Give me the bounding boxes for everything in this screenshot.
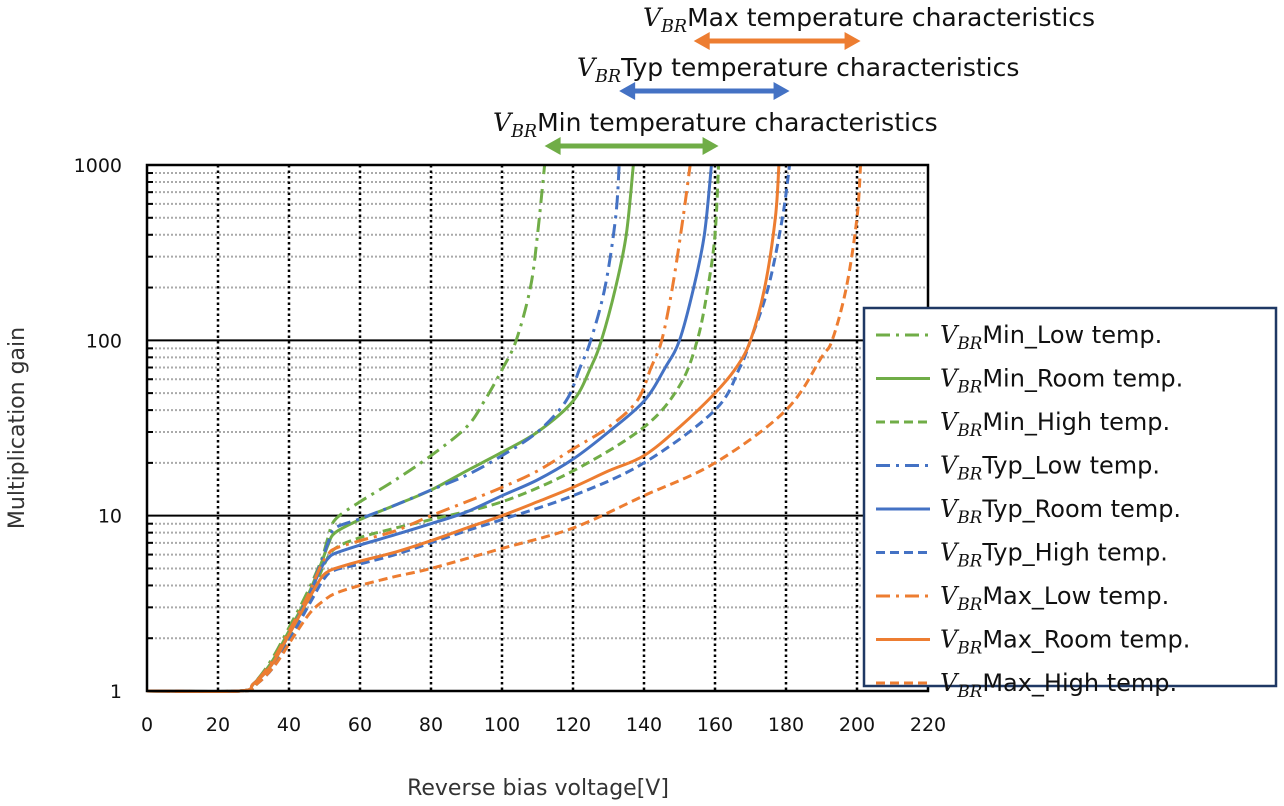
x-axis-label: Reverse bias voltage[V] [407,776,669,801]
series-line [146,164,781,694]
arrow-head [844,32,861,50]
y-tick-label: 10 [98,506,122,528]
legend-label: VBRMin_High temp. [940,408,1170,440]
x-tick-label: 220 [910,714,946,736]
y-axis-label: Multiplication gain [5,327,30,529]
series-line [146,164,721,694]
legend-box [862,306,1278,688]
series-line [146,164,621,694]
x-tick-label: 0 [141,714,153,736]
legend: VBRMin_Low temp. VBRMin_Room temp. VBRMin_… [862,306,1278,701]
legend-label: VBRMin_Room temp. [940,365,1183,397]
x-tick-label: 20 [206,714,230,736]
legend-label: VBRTyp_Low temp. [940,452,1160,484]
grid [147,164,928,692]
legend-label: VBRMin_Low temp. [940,321,1162,353]
annotations: VBRMax temperature characteristics VBRTyp… [493,3,1095,155]
x-tick-label: 60 [348,714,372,736]
annotation-label: VBRTyp temperature characteristics [577,53,1019,87]
series-line [146,164,713,694]
x-tick-label: 140 [626,714,662,736]
legend-label: VBRTyp_High temp. [940,539,1168,571]
arrow-head [619,82,636,100]
x-tick-label: 100 [484,714,520,736]
arrow-head [544,137,561,155]
y-tick-label: 100 [86,330,122,352]
annotation-label: VBRMax temperature characteristics [643,3,1095,37]
legend-label: VBRTyp_Room temp. [940,495,1181,527]
x-tick-label: 120 [555,714,591,736]
series-line [146,164,863,694]
x-tick-label: 40 [277,714,301,736]
series-line [146,164,635,694]
x-tick-label: 180 [768,714,804,736]
series-line [146,164,547,694]
arrow-head [702,137,719,155]
series-line [146,164,692,694]
y-tick-label: 1000 [74,155,122,177]
legend-label: VBRMax_Low temp. [940,582,1169,614]
x-tick-label: 80 [419,714,443,736]
arrow-head [773,82,790,100]
tick-labels: 1 10 100 1000 0 20 40 60 80 100 120 140 160 180 200 220 [74,155,946,736]
legend-label: VBRMax_High temp. [940,669,1177,701]
arrow-head [693,32,710,50]
series-line [146,164,792,694]
legend-label: VBRMax_Room temp. [940,626,1190,658]
y-tick-label: 1 [110,681,122,703]
x-tick-label: 160 [697,714,733,736]
series-lines [146,164,863,694]
x-tick-label: 200 [839,714,875,736]
annotation-label: VBRMin temperature characteristics [493,108,938,142]
plot-frame [145,163,930,693]
